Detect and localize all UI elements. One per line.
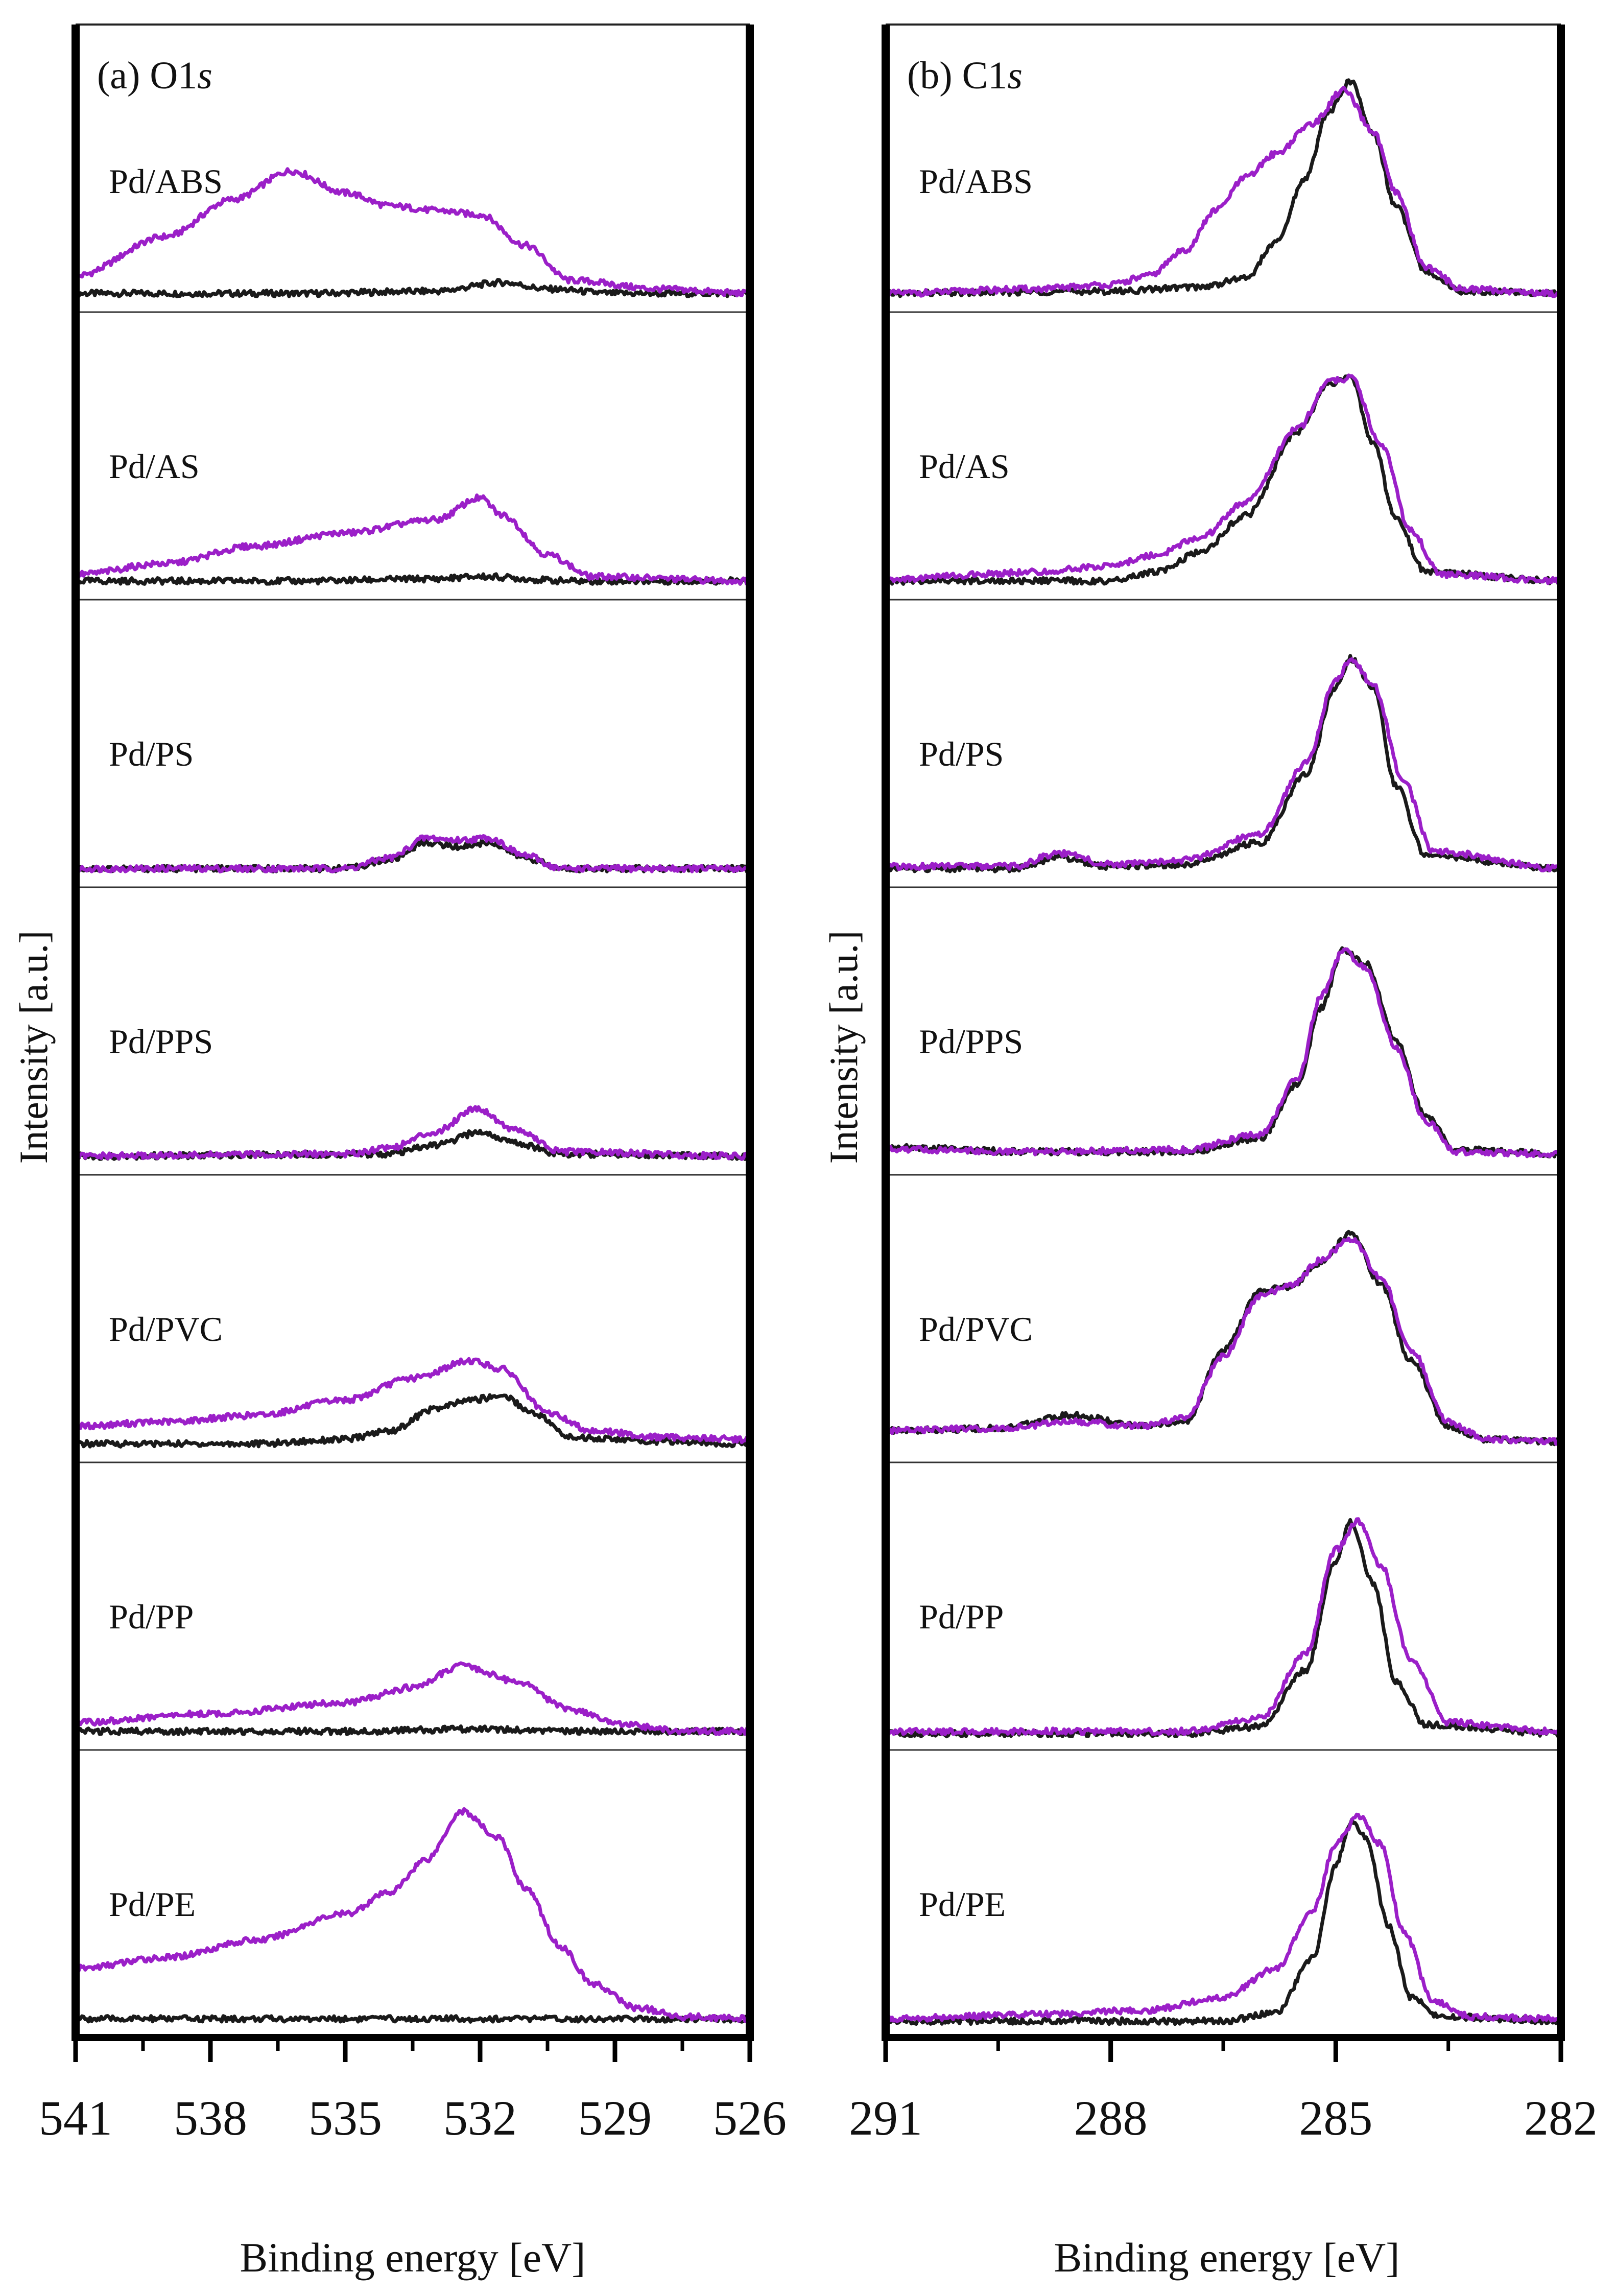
x-axis-label-b: Binding energy [eV]	[1054, 2234, 1399, 2281]
series-line-reference	[884, 1817, 1562, 2026]
sample-label: Pd/AS	[109, 447, 200, 486]
sample-label: Pd/PP	[109, 1597, 194, 1636]
series-line-treated	[884, 1812, 1562, 2023]
series-line-reference	[74, 2014, 751, 2024]
series-line-treated	[885, 657, 1563, 872]
series-line-reference	[75, 1128, 751, 1161]
sample-label: Pd/PE	[109, 1885, 196, 1924]
x-tick-label: 291	[849, 2091, 922, 2145]
series-line-treated	[884, 373, 1562, 585]
series-line-treated	[884, 947, 1563, 1158]
x-tick-label: 541	[39, 2091, 112, 2145]
x-tick-label: 285	[1299, 2091, 1372, 2145]
y-axis-label-b: Intensity [a.u.]	[821, 930, 866, 1164]
panel-title: (b) C1s	[907, 54, 1023, 97]
x-tick-label: 526	[713, 2091, 787, 2145]
sample-label: Pd/ABS	[109, 162, 223, 201]
series-line-treated	[74, 834, 751, 873]
panel-title-sub: s	[1007, 54, 1023, 97]
series-line-reference	[884, 654, 1562, 873]
panel-b-c1s: Pd/ABS Pd/AS Pd/PS Pd/PPS Pd/PVC Pd/PP Pd/PE (b…	[849, 23, 1598, 2145]
series-line-reference	[75, 572, 751, 586]
panel-title-sub: s	[197, 54, 212, 97]
panel-a-o1s: Pd/ABS Pd/AS Pd/PS Pd/PPS Pd/PVC Pd/PP Pd/PE (a…	[39, 23, 787, 2145]
sample-label: Pd/PP	[919, 1597, 1004, 1636]
series-line-reference	[74, 1724, 751, 1736]
sample-label: Pd/PS	[919, 735, 1004, 773]
sample-label: Pd/PPS	[109, 1022, 213, 1061]
x-tick-label: 532	[443, 2091, 517, 2145]
x-tick-label: 288	[1074, 2091, 1148, 2145]
y-axis-label-a: Intensity [a.u.]	[11, 930, 56, 1164]
series-line-treated	[885, 1517, 1562, 1736]
panel-title: (a) O1s	[97, 54, 212, 97]
series-line-treated	[74, 1357, 751, 1445]
sample-label: Pd/PS	[109, 735, 194, 773]
sample-label: Pd/ABS	[919, 162, 1033, 201]
series-line-reference	[74, 278, 751, 298]
series-line-treated	[74, 1661, 751, 1736]
panel-letter: (b) C1	[907, 54, 1007, 97]
sample-label: Pd/PVC	[919, 1310, 1033, 1348]
sample-label: Pd/AS	[919, 447, 1010, 486]
series-line-treated	[884, 85, 1562, 298]
sample-label: Pd/PPS	[919, 1022, 1023, 1061]
x-tick-label: 282	[1524, 2091, 1598, 2145]
series-line-treated	[74, 1105, 752, 1161]
sample-label: Pd/PE	[919, 1885, 1006, 1924]
x-axis-label-a: Binding energy [eV]	[240, 2234, 585, 2281]
series-line-treated	[885, 1237, 1561, 1446]
series-line-treated	[74, 167, 751, 298]
x-tick-label: 535	[308, 2091, 382, 2145]
series-line-treated	[74, 1807, 751, 2023]
series-line-treated	[74, 493, 751, 586]
x-tick-label: 538	[174, 2091, 247, 2145]
panel-letter: (a) O1	[97, 54, 197, 97]
sample-label: Pd/PVC	[109, 1310, 223, 1348]
x-tick-label: 529	[578, 2091, 652, 2145]
